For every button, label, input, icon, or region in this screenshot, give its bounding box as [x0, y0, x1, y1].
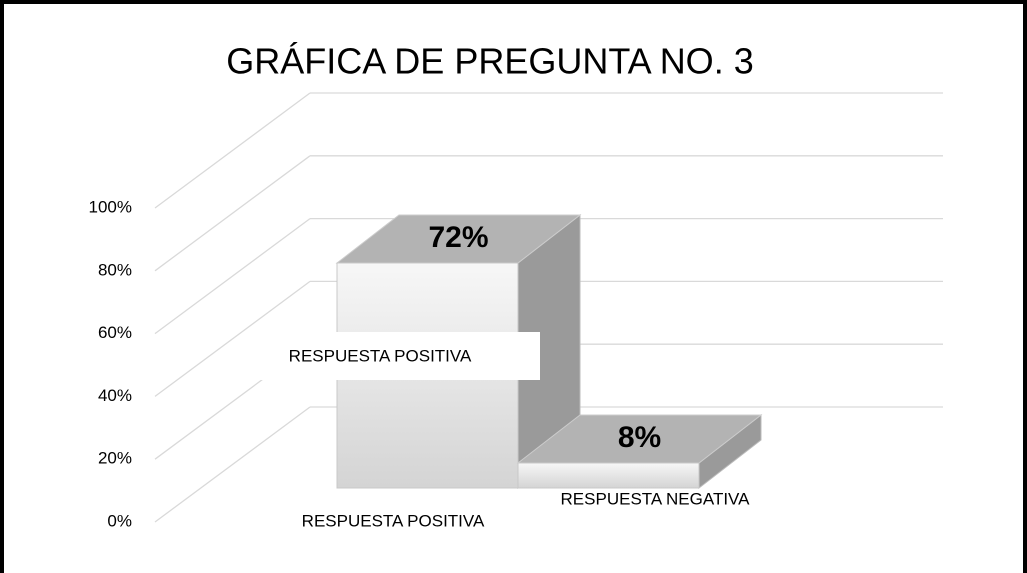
callout-label: RESPUESTA POSITIVA [289, 346, 472, 365]
chart-title: GRÁFICA DE PREGUNTA NO. 3 [226, 41, 753, 82]
y-tick-label: 60% [98, 323, 132, 342]
grid-line [154, 155, 311, 272]
grid-line [154, 280, 311, 397]
x-tick-label: RESPUESTA POSITIVA [302, 511, 485, 530]
bars: 72% 8% [335, 213, 763, 490]
grid-line [154, 92, 311, 209]
bar [517, 462, 700, 489]
y-tick-label: 100% [89, 197, 132, 216]
y-tick-label: 20% [98, 449, 132, 468]
y-tick-label: 80% [98, 260, 132, 279]
y-tick-label: 40% [98, 386, 132, 405]
data-label: 72% [428, 221, 488, 254]
x-tick-label: RESPUESTA NEGATIVA [561, 489, 751, 508]
grid-line [154, 218, 311, 335]
grid-line [154, 406, 311, 523]
label-box [255, 332, 540, 380]
y-tick-label: 0% [107, 511, 132, 530]
data-label: 8% [618, 421, 661, 454]
grid: 0% 20% 40% 60% 80% 100% [89, 92, 943, 530]
